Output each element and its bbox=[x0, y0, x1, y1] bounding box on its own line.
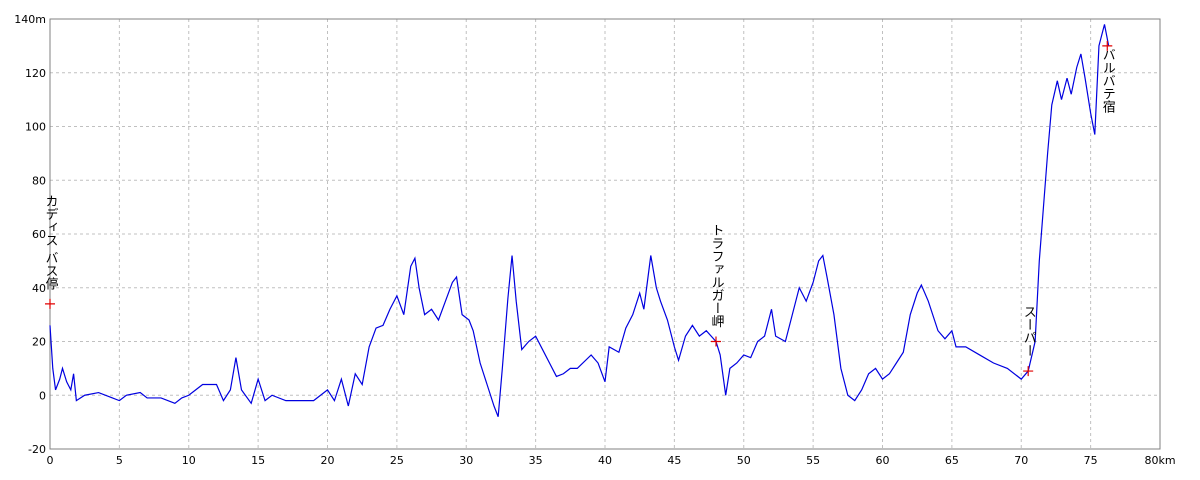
annotation-label: バルバテ宿 bbox=[1100, 48, 1116, 113]
elevation-line bbox=[49, 24, 1110, 417]
annotation-marker bbox=[1102, 40, 1113, 51]
y-tick-label: 100 bbox=[25, 121, 46, 134]
plot-frame bbox=[49, 18, 1161, 450]
annotation-marker bbox=[711, 336, 721, 347]
y-tick-label: 20 bbox=[32, 336, 46, 349]
y-tick-label: 0 bbox=[39, 389, 46, 402]
y-tick-label: 80 bbox=[32, 174, 46, 187]
x-tick-label: 35 bbox=[529, 454, 543, 467]
x-tick-label: 20 bbox=[321, 454, 335, 467]
annotation-label: スーパー bbox=[1021, 305, 1037, 357]
annotation-label: トラファルガー岬 bbox=[709, 224, 725, 328]
x-tick-label: 40 bbox=[598, 454, 612, 467]
x-tick-label: 50 bbox=[737, 454, 751, 467]
x-tick-label: 5 bbox=[116, 454, 123, 467]
x-tick-label: 0 bbox=[47, 454, 54, 467]
annotation-label: カディス バス停 bbox=[43, 195, 59, 291]
y-tick-label: 120 bbox=[25, 67, 46, 80]
y-tick-label: 140m bbox=[14, 13, 46, 26]
annotation-marker bbox=[1023, 366, 1034, 377]
x-tick-label: 10 bbox=[182, 454, 196, 467]
x-tick-label: 15 bbox=[251, 454, 265, 467]
x-tick-label: 45 bbox=[667, 454, 681, 467]
y-tick-label: 40 bbox=[32, 282, 46, 295]
x-tick-label: 75 bbox=[1084, 454, 1098, 467]
x-tick-label: 25 bbox=[390, 454, 404, 467]
annotation-marker bbox=[45, 298, 55, 309]
x-tick-label: 30 bbox=[459, 454, 473, 467]
x-tick-label: 70 bbox=[1014, 454, 1028, 467]
x-tick-label: 55 bbox=[806, 454, 820, 467]
y-tick-label: -20 bbox=[28, 443, 46, 456]
y-tick-label: 60 bbox=[32, 228, 46, 241]
x-tick-label: 60 bbox=[876, 454, 890, 467]
x-tick-label: 80km bbox=[1144, 454, 1175, 467]
x-tick-label: 65 bbox=[945, 454, 959, 467]
